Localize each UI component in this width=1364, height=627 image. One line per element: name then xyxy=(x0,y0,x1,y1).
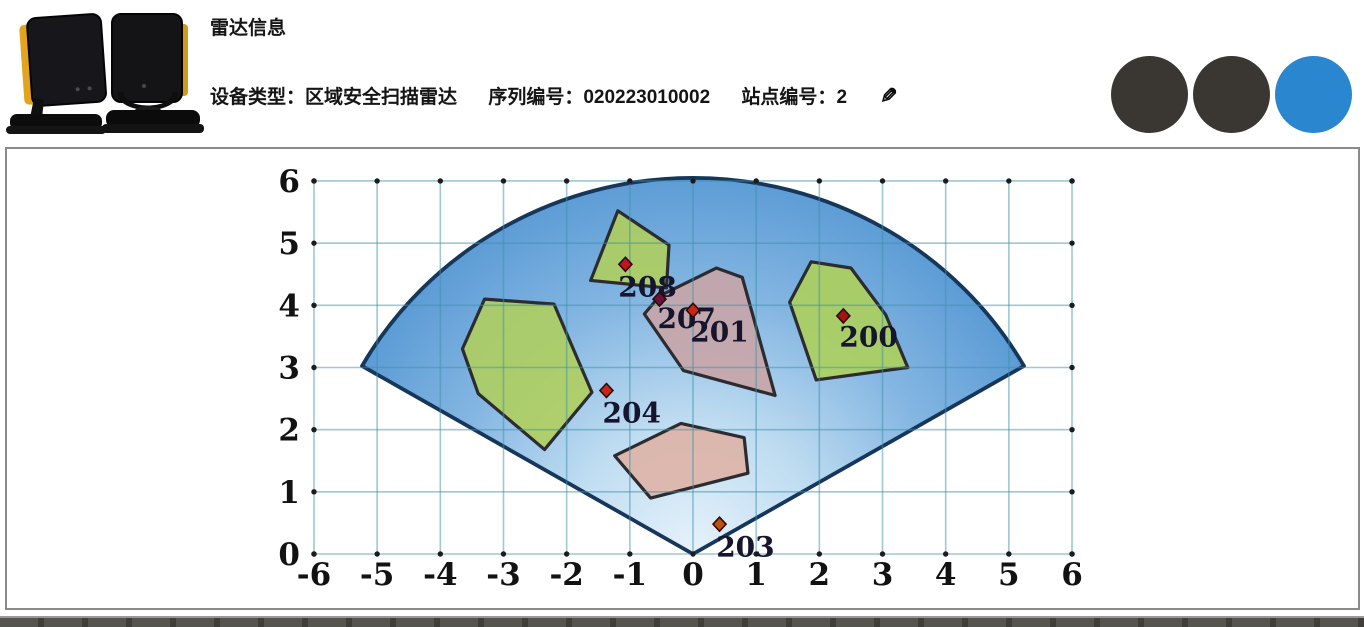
x-tick-label-0: 0 xyxy=(682,557,704,593)
tick-dot-bottom-4 xyxy=(942,551,949,557)
y-tick-label-2: 2 xyxy=(278,413,300,449)
zone-label-200: 200 xyxy=(839,320,897,353)
x-tick-label-3: 3 xyxy=(872,557,894,593)
tick-dot-bottom--4 xyxy=(437,551,444,557)
tick-dot-top-3 xyxy=(879,178,886,184)
x-tick-label--1: -1 xyxy=(613,557,647,593)
x-tick-label--4: -4 xyxy=(423,557,457,593)
zone-marker-203 xyxy=(711,515,728,533)
tick-dot-left-2 xyxy=(311,426,317,433)
x-tick-label--3: -3 xyxy=(486,557,520,593)
circle-button-3[interactable] xyxy=(1275,56,1352,133)
radar-chart-panel: -6 -5 -4 -3 -2 -1 0 1 2 3 4 5 6 0 1 2 3 4 5 6 208 207 201 204 20… xyxy=(5,147,1360,610)
circle-button-2[interactable] xyxy=(1193,56,1270,133)
station-number-label: 站点编号： xyxy=(741,87,837,108)
page-title: 雷达信息 xyxy=(210,18,287,39)
zone-label-207: 207 xyxy=(657,302,715,335)
tick-dot-top-2 xyxy=(816,178,823,184)
tick-dot-bottom--2 xyxy=(563,551,570,557)
device-info-line: 设备类型：区域安全扫描雷达 序列编号：020223010002 站点编号：2 ✎ xyxy=(210,82,898,109)
y-tick-label-3: 3 xyxy=(278,350,300,386)
zone-label-208: 208 xyxy=(618,271,676,304)
x-tick-label-4: 4 xyxy=(935,557,957,593)
y-tick-label-6: 6 xyxy=(278,164,300,200)
tick-dot-right-4 xyxy=(1069,302,1075,309)
circle-button-1[interactable] xyxy=(1111,56,1188,133)
device-type-field: 设备类型：区域安全扫描雷达 xyxy=(210,87,457,108)
y-tick-label-1: 1 xyxy=(278,475,300,511)
zone-marker-208 xyxy=(617,256,633,273)
tick-dot-bottom--3 xyxy=(500,551,507,557)
tick-dot-top--3 xyxy=(500,178,507,184)
serial-number-value: 020223010002 xyxy=(583,87,711,108)
bottom-divider-bar xyxy=(0,616,1364,627)
device-type-value: 区域安全扫描雷达 xyxy=(305,87,458,108)
tick-dot-top--4 xyxy=(437,178,444,184)
x-tick-label--5: -5 xyxy=(360,557,394,593)
x-tick-label-2: 2 xyxy=(809,557,831,593)
zone-label-201: 201 xyxy=(690,315,748,348)
edit-pencil-icon[interactable]: ✎ xyxy=(880,85,898,108)
zone-label-203: 203 xyxy=(716,531,774,564)
tick-dot-right-6 xyxy=(1069,178,1075,184)
tick-dot-right-0 xyxy=(1069,551,1075,557)
tick-dot-top-4 xyxy=(942,178,949,184)
x-tick-label-6: 6 xyxy=(1061,557,1083,593)
tick-dot-top-1 xyxy=(753,178,759,184)
device-type-label: 设备类型： xyxy=(210,87,306,108)
tick-dot-top--5 xyxy=(374,178,380,184)
tick-dot-left-4 xyxy=(311,302,317,309)
serial-number-label: 序列编号： xyxy=(488,87,584,108)
zone-marker-200 xyxy=(835,307,851,325)
x-tick-label--6: -6 xyxy=(297,557,331,593)
tick-dot-left-0 xyxy=(311,551,317,557)
tick-dot-right-1 xyxy=(1069,489,1075,495)
serial-number-field: 序列编号：020223010002 xyxy=(488,87,710,108)
x-tick-label-5: 5 xyxy=(998,557,1020,593)
x-tick-label--2: -2 xyxy=(549,557,583,593)
header-buttons xyxy=(1111,56,1352,133)
tick-dot-bottom--1 xyxy=(627,551,633,557)
zone-marker-201 xyxy=(685,302,701,319)
zone-marker-204 xyxy=(598,382,615,399)
tick-dot-bottom-2 xyxy=(816,551,823,557)
tick-dot-top-5 xyxy=(1006,178,1012,184)
tick-dot-left-6 xyxy=(311,178,317,184)
tick-dot-bottom--5 xyxy=(374,551,380,557)
tick-dot-bottom-5 xyxy=(1006,551,1012,557)
tick-dot-left-3 xyxy=(311,364,317,371)
tick-dot-bottom-0 xyxy=(690,551,696,557)
tick-dot-top--1 xyxy=(627,178,633,184)
station-number-value: 2 xyxy=(836,87,848,108)
zone-label-204: 204 xyxy=(602,396,660,429)
zone-lower-pink xyxy=(613,421,750,500)
y-tick-label-5: 5 xyxy=(278,226,300,262)
zone-marker-207 xyxy=(651,290,668,308)
tick-dot-top--2 xyxy=(563,178,570,184)
y-tick-label-0: 0 xyxy=(278,537,300,573)
tick-dot-bottom-1 xyxy=(753,551,759,557)
station-number-field: 站点编号：2 xyxy=(741,87,847,108)
zone-left-green xyxy=(460,297,594,452)
x-tick-label-1: 1 xyxy=(745,557,767,593)
tick-dot-left-1 xyxy=(311,489,317,495)
tick-dot-right-3 xyxy=(1069,364,1075,371)
radar-device-photo xyxy=(6,13,204,134)
tick-dot-top-0 xyxy=(690,178,696,184)
tick-dot-right-5 xyxy=(1069,240,1075,246)
y-tick-label-4: 4 xyxy=(278,288,300,324)
tick-dot-bottom-3 xyxy=(879,551,886,557)
tick-dot-right-2 xyxy=(1069,426,1075,433)
tick-dot-left-5 xyxy=(311,240,317,246)
